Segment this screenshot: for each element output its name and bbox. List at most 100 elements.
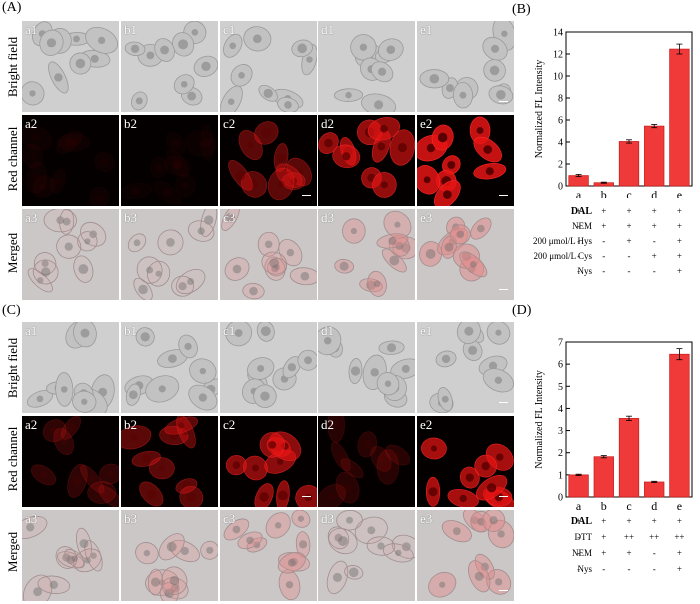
nucleus-shape <box>261 128 272 138</box>
cell-shape <box>428 571 457 598</box>
micrograph-label: c3 <box>223 511 236 526</box>
cell-shape <box>64 548 85 569</box>
nucleus-shape <box>186 492 196 503</box>
micrograph-label: b3 <box>124 210 137 225</box>
cell-shape <box>166 132 186 155</box>
micrograph-e3: e3 <box>417 510 514 601</box>
nucleus-shape <box>142 454 151 463</box>
nucleus-shape <box>182 428 190 436</box>
nucleus-shape <box>178 282 187 291</box>
condition-mark: ++ <box>649 532 660 542</box>
cell-shape <box>370 61 394 83</box>
nucleus-shape <box>138 284 148 295</box>
micrograph-label: d2 <box>321 417 334 432</box>
micrograph-b3: b3 <box>121 510 218 601</box>
micrograph-label: a3 <box>25 511 38 526</box>
nucleus-shape <box>290 557 299 566</box>
nucleus-shape <box>324 138 333 148</box>
condition-mark: - <box>627 266 631 276</box>
nucleus-shape <box>246 536 254 545</box>
cell-shape <box>377 38 404 61</box>
x-tick-label: c <box>626 499 631 513</box>
nucleus-shape <box>273 264 281 271</box>
condition-mark: - <box>602 266 606 276</box>
condition-label: Nys <box>577 266 592 276</box>
nucleus-shape <box>41 259 49 268</box>
nucleus-shape <box>29 90 36 97</box>
nucleus-shape <box>469 260 477 268</box>
cell-shape <box>26 161 47 194</box>
micrograph-label: b2 <box>124 116 137 131</box>
cell-shape <box>32 175 55 198</box>
cell-shape <box>147 260 171 287</box>
y-tick-label: 1 <box>558 470 563 481</box>
nucleus-shape <box>225 212 236 223</box>
nucleus-shape <box>271 264 279 273</box>
condition-mark: - <box>602 236 606 246</box>
micrograph-e1: e1 <box>417 21 514 112</box>
nucleus-shape <box>287 363 296 372</box>
nucleus-shape <box>459 494 467 503</box>
nucleus-shape <box>476 126 484 134</box>
nucleus-shape <box>73 35 80 43</box>
y-tick-label: 14 <box>553 28 563 39</box>
nucleus-shape <box>373 280 381 288</box>
nucleus-shape <box>53 177 62 186</box>
y-tick-label: 4 <box>558 404 563 415</box>
scale-bar <box>499 289 508 290</box>
nucleus-shape <box>169 431 179 440</box>
cell-shape <box>154 38 175 62</box>
nucleus-shape <box>49 580 59 590</box>
nucleus-shape <box>251 464 259 472</box>
cell-shape <box>367 270 387 297</box>
cell-shape <box>330 441 351 472</box>
nucleus-shape <box>227 98 235 105</box>
nucleus-shape <box>160 45 169 55</box>
nucleus-shape <box>477 224 485 233</box>
cell-shape <box>187 220 215 242</box>
cell-shape <box>267 167 295 201</box>
bar-d <box>644 125 665 187</box>
cell-shape <box>49 168 66 194</box>
y-tick-label: 10 <box>553 72 563 83</box>
x-tick-label: b <box>601 499 607 513</box>
cell-shape <box>42 419 67 443</box>
condition-mark: + <box>676 548 682 558</box>
cell-shape <box>200 540 218 560</box>
nucleus-shape <box>150 577 161 587</box>
bar-a <box>568 175 589 187</box>
nucleus-shape <box>395 549 402 557</box>
nucleus-shape <box>488 361 498 370</box>
condition-mark: + <box>626 236 632 246</box>
micrograph-label: a2 <box>25 417 38 432</box>
cell-shape <box>435 350 457 368</box>
micrograph-b1: b1 <box>121 21 218 112</box>
bar-c <box>618 141 640 187</box>
nucleus-shape <box>447 160 456 169</box>
micrograph-d3: d3 <box>318 209 415 300</box>
row-label-red-channel-bottom: Red channel <box>5 426 20 492</box>
cell-shape <box>56 234 82 259</box>
nucleus-shape <box>75 58 86 69</box>
nucleus-shape <box>95 193 104 202</box>
cell-shape <box>55 372 74 407</box>
nucleus-shape <box>201 61 211 72</box>
bar-d <box>644 481 665 498</box>
cell-shape <box>165 149 189 178</box>
nucleus-shape <box>274 522 282 529</box>
micrograph-label: b2 <box>124 417 137 432</box>
nucleus-shape <box>377 455 385 463</box>
condition-mark: + <box>651 516 657 526</box>
condition-label: 200 μmol/L Cys <box>533 251 593 261</box>
nucleus-shape <box>394 221 401 228</box>
nucleus-shape <box>388 236 397 245</box>
nucleus-shape <box>252 34 262 44</box>
cell-shape <box>221 209 240 231</box>
y-tick-label: 0 <box>558 493 563 504</box>
cell-shape <box>253 384 277 408</box>
nucleus-shape <box>394 451 401 459</box>
nucleus-shape <box>249 286 258 296</box>
micrograph-c1: c1 <box>220 21 317 112</box>
cell-shape <box>273 143 289 172</box>
nucleus-shape <box>285 172 293 180</box>
